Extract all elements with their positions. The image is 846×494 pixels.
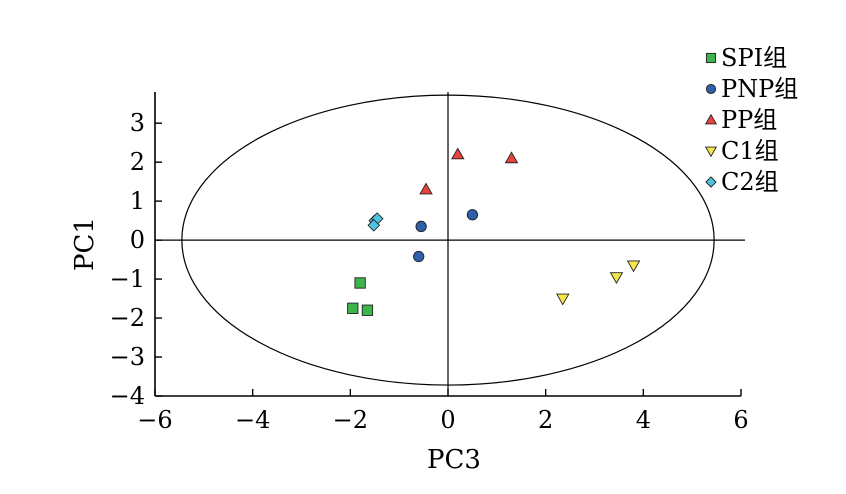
data-point-series-4	[609, 272, 624, 285]
data-point-series-3	[419, 182, 433, 195]
y-tick-label: −2	[110, 304, 145, 332]
x-tick-label: 6	[733, 406, 748, 434]
data-point-series-3	[451, 147, 465, 160]
y-tick-label: 0	[130, 226, 145, 254]
data-point-series-2	[466, 209, 479, 221]
data-point-series-1	[361, 304, 374, 316]
y-tick-label: 1	[130, 187, 145, 215]
y-tick-label: −4	[110, 382, 145, 410]
data-point-series-5	[367, 218, 381, 232]
legend-marker	[704, 113, 718, 125]
legend-marker	[705, 52, 717, 64]
legend-label: C2组	[721, 168, 779, 196]
legend-label: PP组	[721, 106, 777, 134]
y-tick-label: −3	[110, 343, 145, 371]
x-tick-label: 0	[440, 406, 455, 434]
x-tick-label: −2	[333, 406, 368, 434]
data-point-series-2	[413, 250, 425, 263]
legend-marker	[704, 146, 718, 158]
y-tick-label: 3	[130, 109, 145, 137]
data-point-series-4	[626, 260, 641, 273]
data-point-series-1	[354, 277, 366, 289]
x-axis-title: PC3	[427, 445, 481, 475]
legend-marker	[705, 83, 717, 95]
data-point-series-1	[347, 302, 359, 314]
legend-label: SPI组	[721, 44, 787, 72]
x-tick-label: 2	[538, 406, 553, 434]
y-tick-label: 2	[130, 148, 145, 176]
legend-marker	[705, 176, 717, 188]
data-point-series-4	[556, 293, 570, 306]
data-points	[347, 147, 641, 316]
y-axis-title: PC1	[70, 217, 100, 271]
legend: SPI组 PNP组 PP组 C1组 C2组	[704, 44, 798, 196]
x-tick-label: −6	[137, 406, 172, 434]
x-tick-label: −4	[235, 406, 270, 434]
x-tick-label: 4	[636, 406, 651, 434]
data-point-series-2	[415, 220, 427, 233]
data-point-series-3	[504, 151, 519, 164]
y-tick-label: −1	[110, 265, 145, 293]
legend-label: PNP组	[721, 75, 798, 103]
legend-label: C1组	[721, 137, 779, 165]
